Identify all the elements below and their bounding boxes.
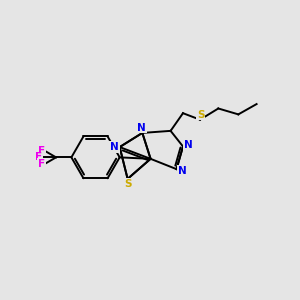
- Text: N: N: [137, 123, 146, 133]
- Text: N: N: [184, 140, 193, 150]
- Text: F: F: [38, 146, 45, 156]
- Text: N: N: [110, 142, 119, 152]
- Text: S: S: [197, 110, 204, 120]
- Text: S: S: [124, 179, 131, 189]
- Text: F: F: [35, 152, 42, 162]
- Text: F: F: [38, 159, 45, 169]
- Text: N: N: [178, 166, 187, 176]
